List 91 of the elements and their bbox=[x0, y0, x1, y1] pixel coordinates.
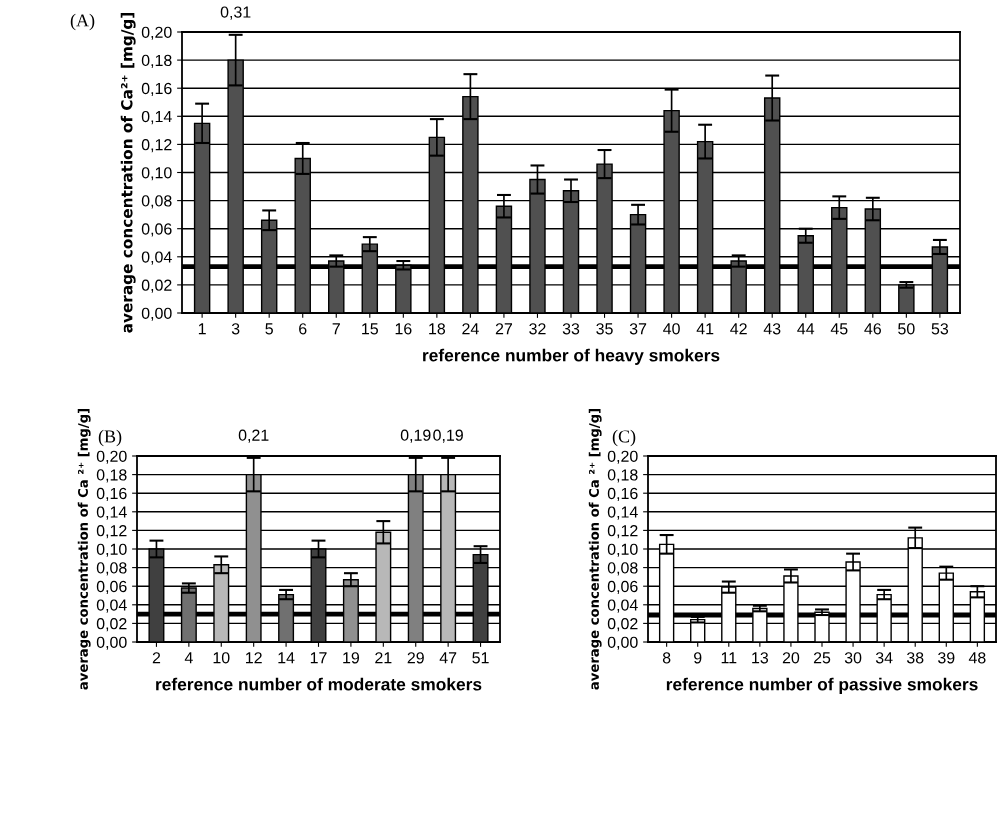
x-tick-label: 45 bbox=[830, 323, 848, 335]
x-tick-label: 16 bbox=[395, 323, 412, 335]
y-tick-label: 0,18 bbox=[96, 469, 127, 483]
y-tick-label: 0,06 bbox=[141, 223, 172, 237]
x-tick-label: 8 bbox=[662, 652, 671, 664]
y-tick-label: 0,00 bbox=[141, 307, 172, 321]
x-tick-label: 19 bbox=[343, 652, 360, 664]
y-tick-label: 0,10 bbox=[96, 543, 127, 557]
x-tick-label: 47 bbox=[439, 652, 457, 664]
x-tick-label: 44 bbox=[797, 323, 815, 335]
x-tick-label: 46 bbox=[864, 323, 881, 335]
x-tick-label: 1 bbox=[198, 323, 206, 335]
y-tick-label: 0,14 bbox=[141, 110, 172, 125]
x-tick-label: 17 bbox=[310, 652, 327, 664]
x-tick-label: 13 bbox=[752, 652, 769, 664]
y-tick-label: 0,20 bbox=[607, 450, 638, 464]
text: (B) bbox=[98, 429, 122, 447]
x-tick-label: 37 bbox=[629, 323, 647, 335]
x-tick-label: 25 bbox=[813, 652, 831, 664]
x-tick-label: 11 bbox=[721, 652, 737, 664]
x-tick-label: 32 bbox=[529, 323, 546, 335]
y-tick-label: 0,16 bbox=[607, 487, 638, 502]
x-tick-label: 35 bbox=[596, 323, 613, 335]
y-tick-label: 0,18 bbox=[141, 54, 172, 68]
y-tick-label: 0,16 bbox=[141, 82, 172, 97]
y-axis-title: average concentration of Ca ²⁺ [mg/g] bbox=[77, 408, 91, 690]
x-tick-label: 2 bbox=[152, 652, 161, 664]
x-tick-label: 41 bbox=[696, 323, 714, 335]
x-tick-label: 43 bbox=[763, 323, 781, 335]
x-tick-label: 6 bbox=[299, 323, 307, 335]
x-tick-label: 50 bbox=[898, 323, 915, 335]
x-axis-title: reference number of heavy smokers bbox=[423, 348, 720, 365]
x-tick-label: 30 bbox=[844, 652, 862, 664]
y-tick-label: 0,04 bbox=[96, 599, 127, 613]
x-tick-label: 3 bbox=[231, 323, 240, 335]
x-tick-label: 53 bbox=[931, 323, 949, 335]
x-tick-label: 34 bbox=[875, 652, 893, 664]
x-tick-label: 27 bbox=[495, 323, 513, 335]
x-tick-label: 51 bbox=[472, 652, 489, 664]
y-tick-label: 0,12 bbox=[141, 139, 172, 153]
x-tick-label: 18 bbox=[429, 323, 446, 335]
text: (C) bbox=[612, 429, 636, 447]
y-tick-label: 0,18 bbox=[607, 469, 638, 483]
y-tick-label: 0,10 bbox=[607, 543, 638, 557]
y-tick-label: 0,04 bbox=[607, 599, 638, 613]
y-tick-label: 0,00 bbox=[96, 636, 127, 650]
y-tick-label: 0,12 bbox=[607, 525, 638, 539]
x-tick-label: 7 bbox=[332, 323, 340, 335]
x-tick-label: 42 bbox=[730, 323, 747, 335]
x-tick-label: 21 bbox=[375, 652, 392, 664]
x-tick-label: 24 bbox=[462, 323, 479, 335]
y-tick-label: 0,08 bbox=[141, 195, 172, 209]
y-tick-label: 0,06 bbox=[607, 580, 638, 595]
annotation: 0,21 bbox=[238, 429, 269, 443]
y-tick-label: 0,02 bbox=[607, 618, 638, 632]
x-tick-label: 14 bbox=[278, 652, 295, 664]
text: (A) bbox=[70, 13, 95, 31]
x-tick-label: 38 bbox=[906, 652, 924, 664]
y-tick-label: 0,00 bbox=[607, 636, 638, 650]
y-tick-label: 0,02 bbox=[96, 618, 127, 632]
y-tick-label: 0,04 bbox=[141, 251, 172, 265]
y-axis-title: average concentration of Ca ²⁺ [mg/g] bbox=[588, 408, 602, 690]
x-tick-label: 33 bbox=[562, 323, 580, 335]
y-tick-label: 0,10 bbox=[141, 167, 172, 181]
y-tick-label: 0,20 bbox=[141, 26, 172, 40]
x-tick-label: 48 bbox=[968, 652, 986, 664]
annotation: 0,19 bbox=[400, 429, 431, 443]
x-tick-label: 4 bbox=[184, 652, 193, 664]
y-tick-label: 0,08 bbox=[96, 562, 127, 576]
x-tick-label: 5 bbox=[265, 323, 273, 335]
x-tick-label: 9 bbox=[694, 652, 702, 664]
y-tick-label: 0,08 bbox=[607, 562, 638, 576]
x-tick-label: 12 bbox=[246, 652, 262, 664]
y-axis-title: average concentration of Ca²⁺ [mg/g] bbox=[120, 13, 136, 333]
y-tick-label: 0,06 bbox=[96, 580, 127, 595]
y-tick-label: 0,14 bbox=[96, 506, 127, 520]
x-tick-label: 10 bbox=[213, 652, 230, 664]
x-axis-title: reference number of passive smokers bbox=[666, 677, 978, 694]
y-tick-label: 0,02 bbox=[141, 279, 172, 293]
x-tick-label: 39 bbox=[938, 652, 955, 664]
x-tick-label: 15 bbox=[362, 323, 379, 335]
x-tick-label: 20 bbox=[782, 652, 800, 664]
y-tick-label: 0,14 bbox=[607, 506, 638, 520]
y-tick-label: 0,16 bbox=[96, 487, 127, 502]
y-tick-label: 0,12 bbox=[96, 525, 127, 539]
annotation: 0,19 bbox=[433, 429, 463, 443]
x-tick-label: 29 bbox=[407, 652, 424, 664]
annotation: 0,31 bbox=[220, 6, 251, 20]
y-tick-label: 0,20 bbox=[96, 450, 127, 464]
x-tick-label: 40 bbox=[663, 323, 680, 335]
x-axis-title: reference number of moderate smokers bbox=[156, 677, 482, 691]
